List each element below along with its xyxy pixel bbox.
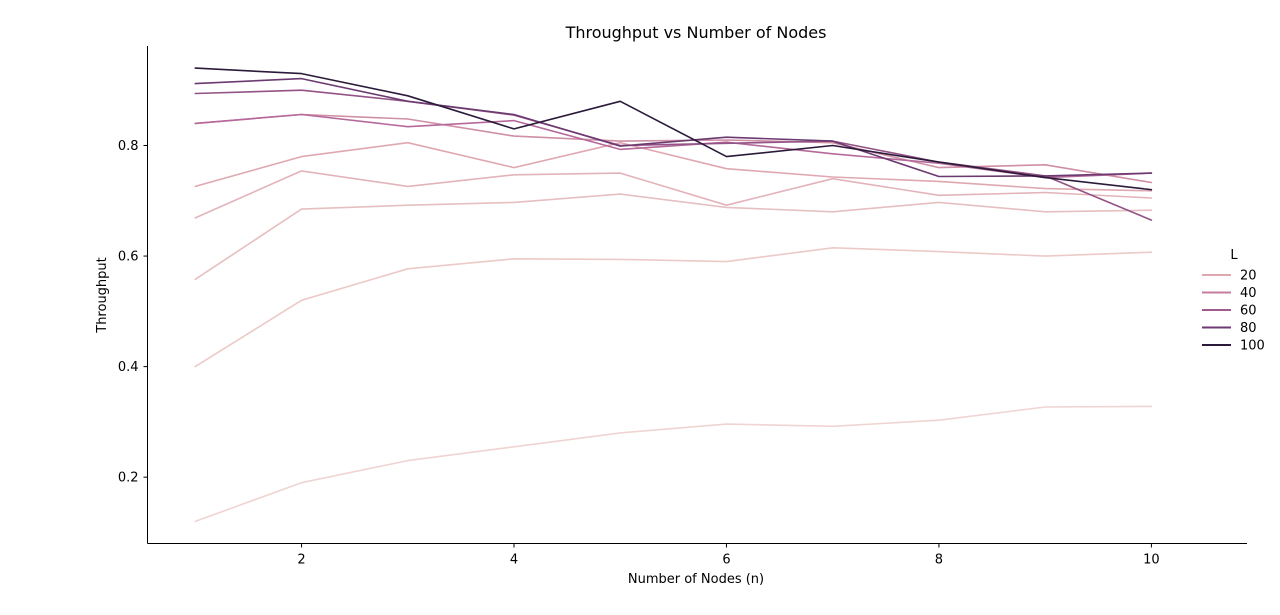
- x-axis-label: Number of Nodes (n): [628, 572, 764, 587]
- y-axis-label: Throughput: [95, 257, 110, 334]
- x-ticks: 2 4 6 8 10: [297, 543, 1160, 568]
- x-tick-label: 8: [935, 553, 943, 568]
- series-line-3: [194, 193, 1153, 281]
- x-tick-label: 4: [510, 553, 518, 568]
- y-tick-label: 0.8: [118, 139, 139, 154]
- legend-title: L: [1230, 248, 1238, 263]
- series-line-7: [194, 113, 1153, 179]
- x-tick-label: 6: [722, 553, 730, 568]
- y-ticks: 0.2 0.4 0.6 0.8: [118, 139, 148, 486]
- y-tick-label: 0.4: [118, 360, 139, 375]
- y-tick-label: 0.6: [118, 250, 139, 265]
- series-line-2: [194, 247, 1153, 368]
- legend-label-20: 20: [1240, 269, 1257, 284]
- series-line-9: [194, 77, 1153, 178]
- y-tick-label: 0.2: [118, 471, 139, 486]
- chart-title: Throughput vs Number of Nodes: [565, 23, 827, 42]
- plot-area: 2 4 6 8 10 0.2 0.4 0.6 0.8: [118, 46, 1247, 568]
- legend-label-100: 100: [1240, 339, 1265, 354]
- series-layer: [194, 67, 1153, 523]
- x-tick-label: 10: [1143, 553, 1160, 568]
- series-line-4: [194, 170, 1153, 219]
- legend-label-40: 40: [1240, 286, 1257, 301]
- series-line-10: [194, 67, 1153, 191]
- x-tick-label: 2: [297, 553, 305, 568]
- legend-label-60: 60: [1240, 304, 1257, 319]
- series-line-8: [194, 89, 1153, 221]
- series-line-5: [194, 141, 1153, 192]
- series-line-1: [194, 405, 1153, 523]
- series-line-6: [194, 113, 1153, 184]
- legend-label-80: 80: [1240, 321, 1257, 336]
- legend: L 20 40 60 80 100: [1202, 248, 1265, 354]
